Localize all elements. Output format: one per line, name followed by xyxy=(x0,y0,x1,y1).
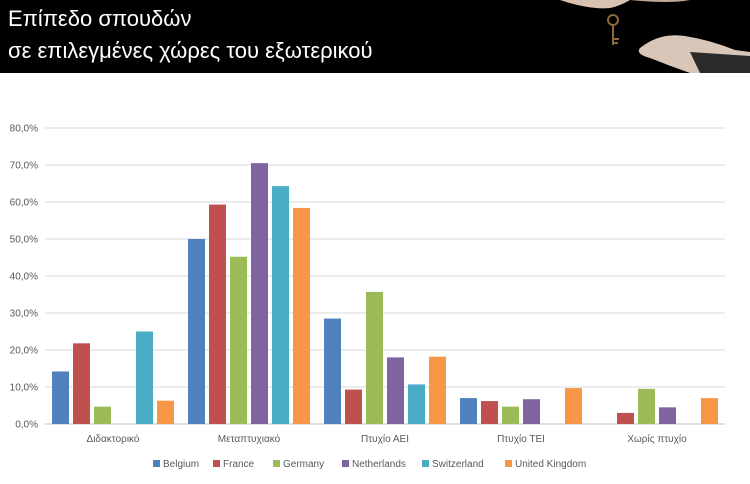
bar-switzerland xyxy=(408,384,425,424)
slide-title-line-2: σε επιλεγμένες χώρες του εξωτερικού xyxy=(8,38,373,63)
legend-swatch xyxy=(153,460,160,467)
bar-france xyxy=(73,343,90,424)
y-tick-label: 0,0% xyxy=(15,420,38,431)
bar-germany xyxy=(366,291,383,424)
bar-germany xyxy=(502,406,519,424)
bar-belgium xyxy=(188,239,205,424)
y-tick-label: 40,0% xyxy=(10,272,38,283)
slide-title-line-1: Επίπεδο σπουδών xyxy=(8,6,192,31)
bar-netherlands xyxy=(659,407,676,424)
legend-swatch xyxy=(213,460,220,467)
bar-united-kingdom xyxy=(157,400,174,424)
x-tick-label: Διδακτορικό xyxy=(87,433,140,445)
legend-swatch xyxy=(422,460,429,467)
x-tick-label: Μεταπτυχιακό xyxy=(218,433,281,445)
bar-germany xyxy=(638,388,655,424)
legend-swatch xyxy=(342,460,349,467)
bar-netherlands xyxy=(387,357,404,424)
y-tick-label: 20,0% xyxy=(10,346,38,357)
bar-belgium xyxy=(52,371,69,424)
legend-label: Netherlands xyxy=(352,459,406,470)
bar-netherlands xyxy=(251,163,268,424)
legend-swatch xyxy=(505,460,512,467)
bars xyxy=(52,163,718,424)
bar-france xyxy=(617,412,634,424)
bar-belgium xyxy=(460,398,477,424)
bar-united-kingdom xyxy=(429,356,446,424)
x-tick-label: Πτυχίο ΤΕΙ xyxy=(497,433,545,445)
legend-label: Switzerland xyxy=(432,459,484,470)
bar-netherlands xyxy=(523,399,540,424)
x-tick-label: Χωρίς πτυχίο xyxy=(627,433,687,445)
bar-belgium xyxy=(324,318,341,424)
bar-germany xyxy=(94,406,111,424)
bar-switzerland xyxy=(136,331,153,424)
legend-label: Germany xyxy=(283,459,324,470)
bar-united-kingdom xyxy=(701,398,718,424)
y-tick-label: 80,0% xyxy=(10,124,38,135)
y-tick-label: 50,0% xyxy=(10,235,38,246)
grid-lines xyxy=(45,127,725,425)
chart-area: 0,0% 10,0% 20,0% 30,0% 40,0% 50,0% 60,0% 70,0% 8… xyxy=(10,124,725,470)
legend-swatch xyxy=(273,460,280,467)
x-tick-label: Πτυχίο ΑΕΙ xyxy=(361,433,409,445)
header-banner: Επίπεδο σπουδών σε επιλεγμένες χώρες του… xyxy=(0,0,750,73)
hands-key-illustration xyxy=(560,0,750,73)
bar-united-kingdom xyxy=(565,388,582,424)
legend-label: France xyxy=(223,459,255,470)
legend-label: United Kingdom xyxy=(515,459,586,470)
bar-france xyxy=(209,204,226,424)
y-tick-label: 30,0% xyxy=(10,309,38,320)
y-axis-tick-labels: 0,0% 10,0% 20,0% 30,0% 40,0% 50,0% 60,0% 70,0% 8… xyxy=(10,124,38,431)
y-tick-label: 60,0% xyxy=(10,198,38,209)
bar-france xyxy=(481,401,498,424)
bar-france xyxy=(345,389,362,424)
x-axis-category-labels: Διδακτορικό Μεταπτυχιακό Πτυχίο ΑΕΙ Πτυχίο … xyxy=(87,433,688,445)
bar-switzerland xyxy=(272,186,289,424)
legend-label: Belgium xyxy=(163,459,199,470)
y-tick-label: 70,0% xyxy=(10,161,38,172)
bar-united-kingdom xyxy=(293,207,310,424)
y-tick-label: 10,0% xyxy=(10,383,38,394)
legend: Belgium France Germany Netherlands Switzerla… xyxy=(153,459,586,470)
bar-germany xyxy=(230,256,247,424)
